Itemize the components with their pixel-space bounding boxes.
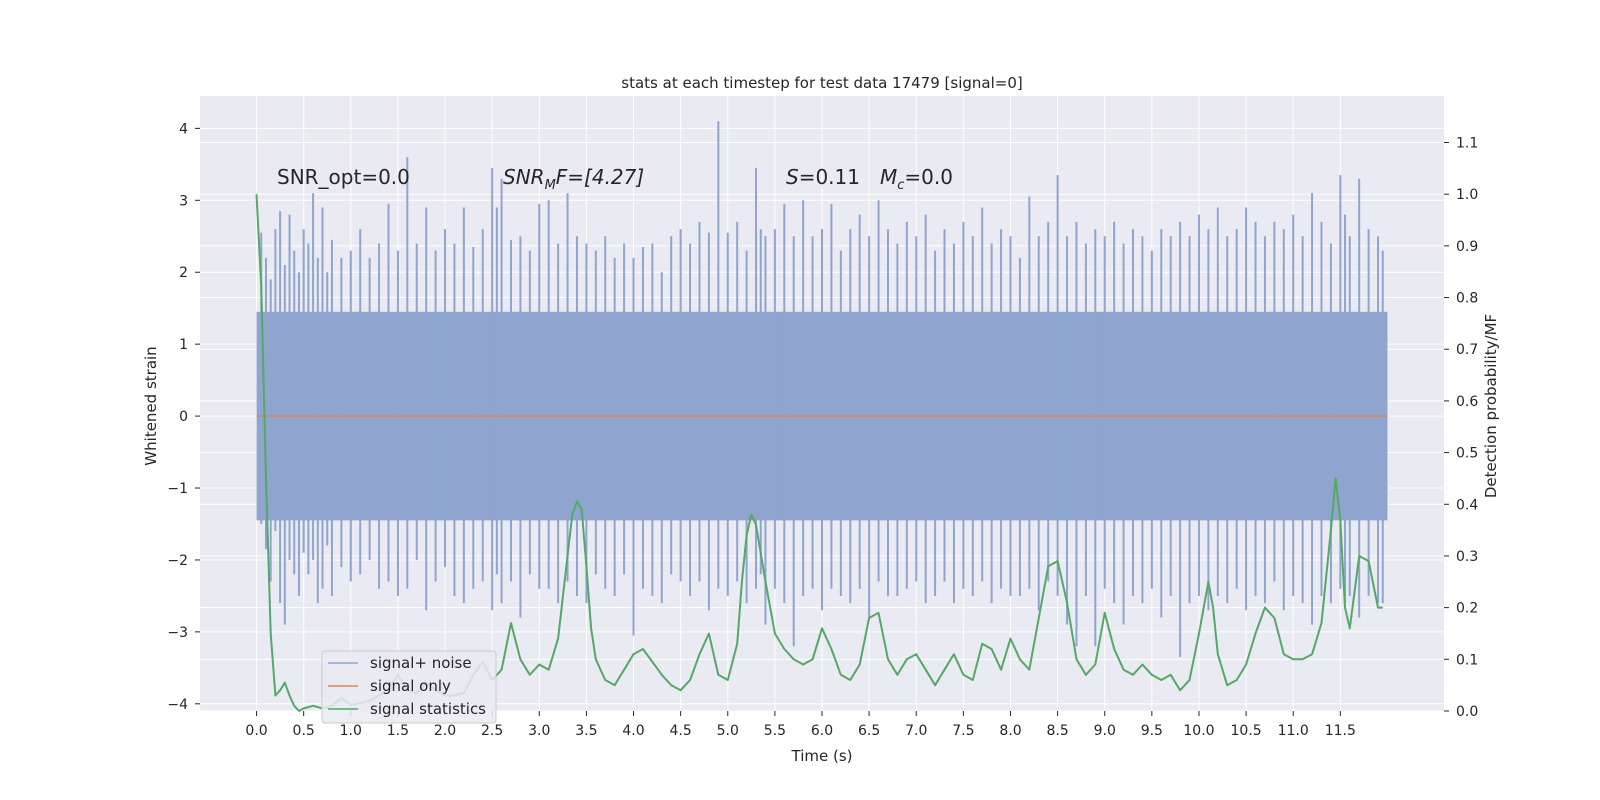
legend-label-signal-noise: signal+ noise [370,654,472,672]
y2-tick-label: 1.1 [1456,136,1478,152]
mc-value: =0.0 [904,165,953,189]
y-tick-label: 0 [179,409,188,425]
x-tick-label: 11.5 [1325,723,1356,739]
annotation-s: S=0.11 [786,165,860,189]
x-tick-label: 6.0 [811,723,833,739]
s-value: =0.11 [799,165,860,189]
x-tick-label: 3.5 [575,723,597,739]
y2-tick-label: 0.7 [1456,342,1478,358]
y2-tick-label: 0.6 [1456,394,1478,410]
y2-axis-ticks: 1.1 1.0 0.9 0.8 0.7 0.6 0.5 0.4 0.3 0.2 0.1 0.0 [1444,136,1478,720]
y-tick-label: −4 [167,697,188,713]
x-tick-label: 2.0 [434,723,456,739]
legend-label-signal-only: signal only [370,677,451,695]
mc-subscript: c [897,178,904,193]
y2-tick-label: 0.9 [1456,239,1478,255]
x-tick-label: 11.0 [1278,723,1309,739]
y-tick-label: 4 [179,121,188,137]
x-tick-label: 10.0 [1183,723,1214,739]
y-axis-label: Whitened strain [142,346,160,465]
y-tick-label: 2 [179,265,188,281]
chart-title: stats at each timestep for test data 174… [621,74,1022,92]
y2-tick-label: 0.4 [1456,497,1478,513]
x-tick-label: 9.0 [1094,723,1116,739]
x-tick-label: 4.0 [622,723,644,739]
y2-tick-label: 0.8 [1456,291,1478,307]
legend-label-signal-statistics: signal statistics [370,700,486,718]
x-tick-label: 8.5 [1046,723,1068,739]
x-axis-label: Time (s) [791,747,853,765]
y2-tick-label: 0.0 [1456,704,1478,720]
y-tick-label: −2 [167,553,188,569]
s-name: S [786,165,799,189]
annotation-snr-opt: SNR_opt=0.0 [277,165,410,189]
snr-mf-subscript: M [545,178,556,193]
x-tick-label: 5.5 [764,723,786,739]
x-tick-label: 3.0 [528,723,550,739]
y2-tick-label: 0.1 [1456,652,1478,668]
snr-mf-name: SNR [503,165,545,189]
y-tick-label: −1 [167,481,188,497]
y2-tick-label: 0.5 [1456,446,1478,462]
x-tick-label: 7.5 [952,723,974,739]
x-tick-label: 8.0 [999,723,1021,739]
x-tick-label: 0.0 [245,723,267,739]
x-tick-label: 2.5 [481,723,503,739]
x-tick-label: 10.5 [1231,723,1262,739]
y-tick-label: 1 [179,337,188,353]
y-axis-ticks: 4 3 2 1 0 −1 −2 −3 −4 [167,121,200,713]
x-tick-label: 9.5 [1141,723,1163,739]
y-tick-label: 3 [179,193,188,209]
x-tick-label: 0.5 [293,723,315,739]
annotation-snr-mf: SNRMF=[4.27] [503,165,644,193]
y2-tick-label: 1.0 [1456,187,1478,203]
x-tick-label: 4.5 [670,723,692,739]
legend-box [321,650,497,724]
mc-name: M [880,165,897,189]
x-tick-label: 6.5 [858,723,880,739]
y-tick-label: −3 [167,625,188,641]
x-tick-label: 1.0 [340,723,362,739]
x-tick-label: 1.5 [387,723,409,739]
x-tick-label: 7.0 [905,723,927,739]
y2-tick-label: 0.3 [1456,549,1478,565]
y2-tick-label: 0.2 [1456,601,1478,617]
annotation-mc: Mc=0.0 [880,165,953,193]
x-axis-ticks: 0.0 0.5 1.0 1.5 2.0 2.5 3.0 3.5 4.0 4.5 5.0 5.5 6.0 6… [245,711,1356,739]
legend: signal+ noise signal only signal statist… [321,650,497,724]
y2-axis-label: Detection probability/MF [1482,314,1500,498]
x-tick-label: 5.0 [717,723,739,739]
snr-mf-value: F=[4.27] [556,165,644,189]
